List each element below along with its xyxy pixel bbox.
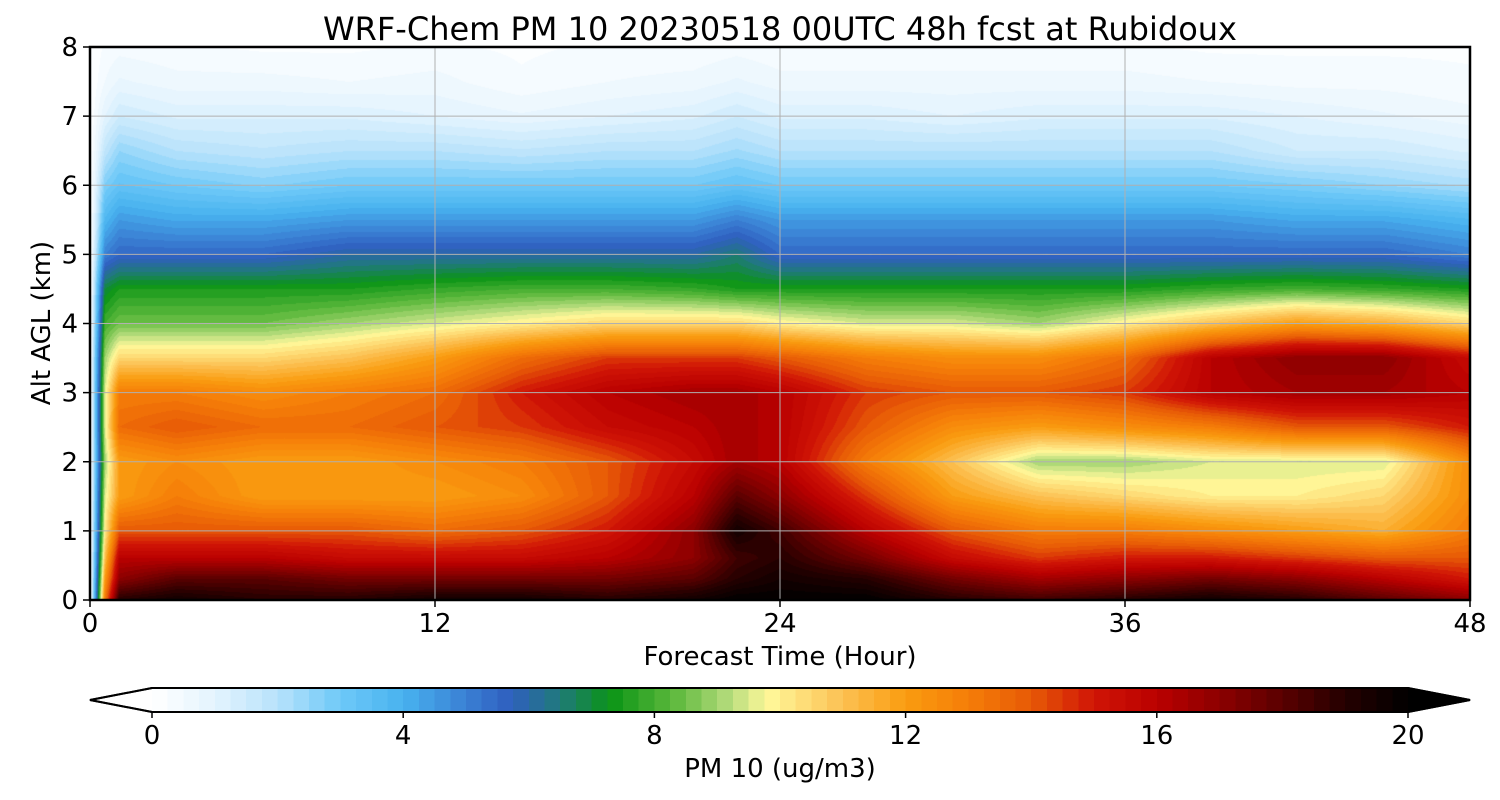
colorbar-tick-label: 20 <box>1391 721 1424 751</box>
plot-area <box>88 45 1472 602</box>
colorbar-tick-label: 12 <box>889 721 922 751</box>
y-tick-label: 8 <box>61 33 78 63</box>
x-axis-label: Forecast Time (Hour) <box>643 642 916 672</box>
y-tick-label: 2 <box>61 448 78 478</box>
y-tick-label: 1 <box>61 517 78 547</box>
y-axis-label: Alt AGL (km) <box>27 241 57 405</box>
x-tick-label: 24 <box>763 609 796 639</box>
y-tick-label: 3 <box>61 379 78 409</box>
y-axis-ticks: 0 1 2 3 4 5 6 7 8 <box>61 33 90 616</box>
colorbar-bar <box>89 687 1471 713</box>
y-tick-label: 0 <box>61 586 78 616</box>
y-tick-label: 7 <box>61 102 78 132</box>
y-tick-label: 5 <box>61 240 78 270</box>
x-tick-label: 0 <box>82 609 99 639</box>
chart-title: WRF-Chem PM 10 20230518 00UTC 48h fcst a… <box>323 10 1237 48</box>
colorbar-tick-label: 16 <box>1140 721 1173 751</box>
x-axis-ticks: 0 12 24 36 48 <box>82 600 1487 639</box>
x-tick-label: 48 <box>1453 609 1486 639</box>
colorbar-ticks: 0 4 8 12 16 20 <box>144 712 1425 751</box>
colorbar: 0 4 8 12 16 20 PM 10 (ug/m3) <box>89 687 1471 784</box>
y-tick-label: 6 <box>61 171 78 201</box>
y-tick-label: 4 <box>61 310 78 340</box>
colorbar-tick-label: 8 <box>646 721 663 751</box>
colorbar-tick-label: 4 <box>395 721 412 751</box>
colorbar-label: PM 10 (ug/m3) <box>684 754 876 784</box>
colorbar-tick-label: 0 <box>144 721 161 751</box>
x-tick-label: 36 <box>1108 609 1141 639</box>
x-tick-label: 12 <box>418 609 451 639</box>
